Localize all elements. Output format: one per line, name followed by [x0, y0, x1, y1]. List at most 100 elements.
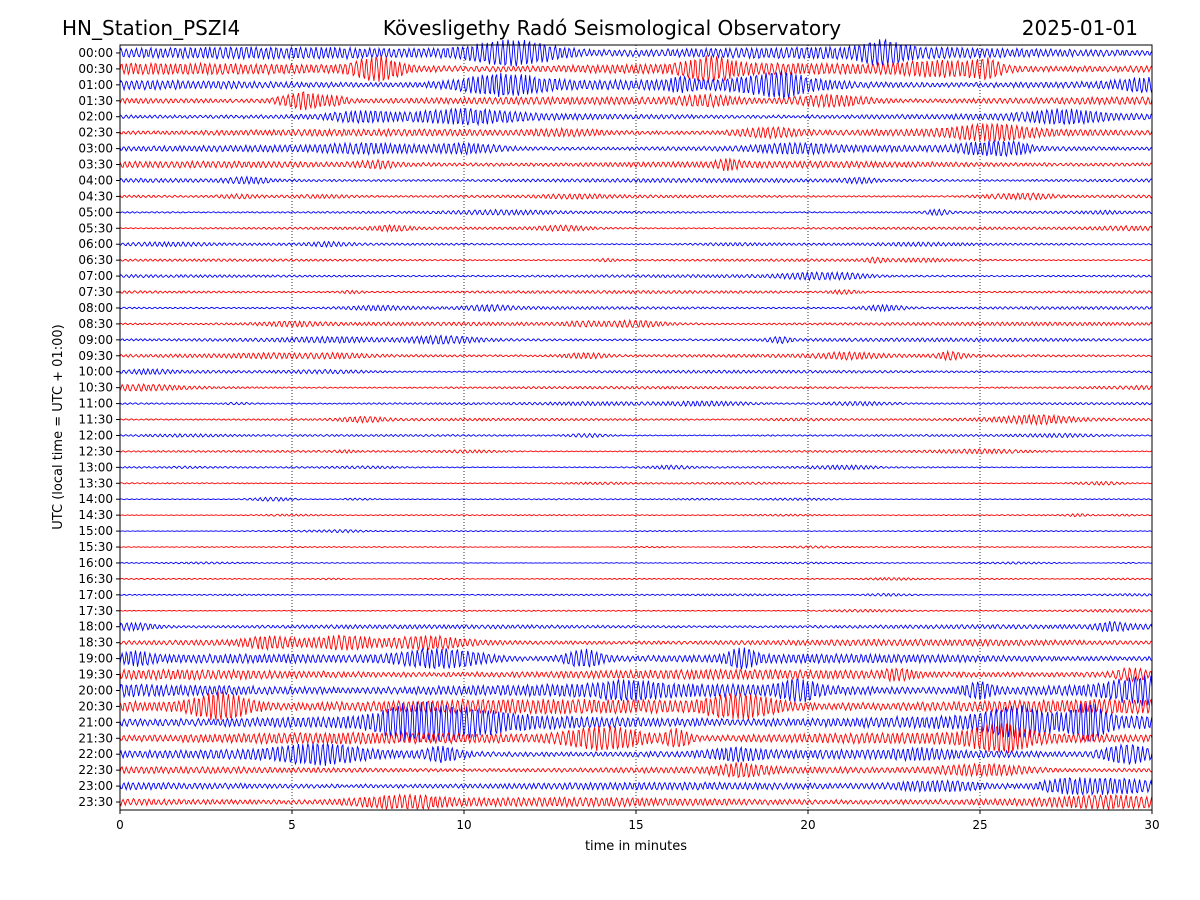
trace-row-0700	[119, 270, 1152, 282]
y-tick-label: 16:00	[78, 556, 113, 570]
y-tick-label: 08:00	[78, 301, 113, 315]
trace-row-1130	[119, 413, 1153, 427]
trace-row-0100	[119, 70, 1153, 100]
y-tick-label: 22:30	[78, 763, 113, 777]
trace-row-2230	[119, 762, 1153, 779]
y-tick-label: 04:00	[78, 173, 113, 187]
x-tick-label: 10	[456, 818, 471, 832]
y-tick-label: 08:30	[78, 317, 113, 331]
x-tick-label: 20	[800, 818, 815, 832]
trace-row-2030	[119, 691, 1153, 721]
y-tick-label: 07:00	[78, 269, 113, 283]
trace-row-2200	[119, 742, 1153, 766]
trace-row-2130	[119, 723, 1153, 754]
trace-row-1530	[119, 545, 1153, 549]
trace-row-2330	[119, 793, 1153, 811]
trace-row-0430	[119, 192, 1153, 201]
y-tick-label: 19:00	[78, 652, 113, 666]
y-tick-label: 10:30	[78, 381, 113, 395]
vertical-gridlines	[291, 45, 981, 810]
y-tick-label: 20:30	[78, 699, 113, 713]
y-tick-label: 00:00	[78, 46, 113, 60]
y-tick-label: 10:00	[78, 365, 113, 379]
trace-row-0330	[119, 157, 1153, 172]
x-axis-ticks: 0 5 10 15 20 25 30	[116, 810, 1160, 832]
trace-row-0000	[119, 38, 1153, 67]
y-tick-label: 05:00	[78, 205, 113, 219]
y-tick-label: 03:00	[78, 142, 113, 156]
trace-row-1500	[119, 528, 1153, 534]
y-tick-label: 21:30	[78, 731, 113, 745]
trace-row-1800	[119, 620, 1153, 633]
trace-row-0200	[119, 107, 1153, 127]
trace-row-2000	[119, 675, 1153, 706]
trace-row-1430	[119, 513, 1153, 518]
x-axis-label: time in minutes	[585, 839, 687, 854]
y-tick-label: 14:30	[78, 508, 113, 522]
trace-row-1030	[119, 383, 1153, 392]
trace-row-1200	[119, 432, 1153, 439]
y-tick-label: 19:30	[78, 668, 113, 682]
y-tick-label: 06:00	[78, 237, 113, 251]
y-tick-label: 14:00	[78, 492, 113, 506]
x-tick-label: 30	[1144, 818, 1159, 832]
y-tick-label: 04:30	[78, 189, 113, 203]
y-tick-label: 11:00	[78, 397, 113, 411]
trace-row-0400	[119, 175, 1153, 186]
trace-row-1830	[119, 634, 1153, 652]
y-tick-label: 17:00	[78, 588, 113, 602]
trace-row-1630	[119, 576, 1153, 581]
trace-row-2300	[119, 777, 1153, 797]
y-tick-label: 09:00	[78, 333, 113, 347]
trace-row-0600	[119, 240, 1153, 248]
y-tick-label: 18:30	[78, 636, 113, 650]
y-tick-label: 23:00	[78, 779, 113, 793]
y-tick-label: 00:30	[78, 62, 113, 76]
y-tick-label: 16:30	[78, 572, 113, 586]
trace-row-0130	[119, 91, 1153, 111]
trace-row-1230	[119, 448, 1153, 455]
trace-row-0030	[119, 55, 1153, 83]
trace-row-0830	[119, 318, 1153, 329]
trace-row-0800	[119, 303, 1153, 313]
trace-row-1930	[119, 666, 1153, 683]
observatory-title: Kövesligethy Radó Seismological Observat…	[383, 16, 841, 40]
trace-row-0300	[119, 139, 1153, 158]
y-tick-label: 20:00	[78, 683, 113, 697]
y-tick-label: 03:30	[78, 158, 113, 172]
y-tick-label: 11:30	[78, 413, 113, 427]
trace-row-1100	[119, 400, 1153, 407]
y-tick-label: 23:30	[78, 795, 113, 809]
trace-row-0900	[119, 334, 1153, 346]
y-tick-label: 02:00	[78, 110, 113, 124]
y-tick-label: 15:00	[78, 524, 113, 538]
trace-row-2100	[119, 701, 1153, 743]
trace-row-0500	[119, 208, 1153, 217]
y-tick-label: 07:30	[78, 285, 113, 299]
trace-row-0930	[119, 349, 1153, 362]
trace-row-1000	[119, 367, 1153, 376]
y-tick-label: 17:30	[78, 604, 113, 618]
y-tick-label: 06:30	[78, 253, 113, 267]
x-tick-label: 15	[628, 818, 643, 832]
x-tick-label: 5	[288, 818, 296, 832]
trace-row-1700	[119, 592, 1153, 597]
x-tick-label: 0	[116, 818, 124, 832]
y-tick-label: 22:00	[78, 747, 113, 761]
y-tick-label: 18:00	[78, 620, 113, 634]
trace-row-1900	[119, 647, 1153, 670]
y-tick-label: 02:30	[78, 126, 113, 140]
trace-row-1600	[119, 561, 1153, 565]
trace-row-1300	[119, 464, 1152, 471]
y-axis-ticks: 00:00 00:30 01:00 01:30 02:00 02:30 03:00 03:30…	[78, 46, 120, 809]
y-tick-label: 12:30	[78, 444, 113, 458]
y-tick-label: 15:30	[78, 540, 113, 554]
y-tick-label: 01:30	[78, 94, 113, 108]
trace-row-0230	[119, 122, 1153, 143]
trace-row-0730	[119, 288, 1153, 296]
trace-row-0630	[119, 256, 1153, 264]
trace-row-1400	[119, 496, 1153, 502]
x-tick-label: 25	[972, 818, 987, 832]
